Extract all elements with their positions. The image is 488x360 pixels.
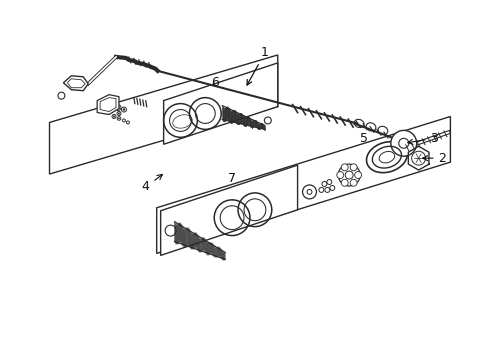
Polygon shape (97, 95, 119, 114)
Text: 7: 7 (227, 171, 236, 185)
Circle shape (390, 130, 416, 156)
Circle shape (109, 104, 113, 108)
Text: 3: 3 (407, 132, 438, 145)
Text: 2: 2 (422, 152, 446, 165)
Text: 5: 5 (359, 132, 367, 145)
Circle shape (341, 179, 347, 186)
Circle shape (341, 164, 347, 171)
Circle shape (118, 118, 120, 119)
Text: 1: 1 (246, 46, 268, 85)
Polygon shape (161, 165, 297, 255)
Circle shape (349, 179, 356, 186)
Circle shape (354, 172, 361, 179)
Polygon shape (63, 76, 88, 91)
Circle shape (116, 106, 119, 109)
Polygon shape (163, 63, 277, 144)
Ellipse shape (366, 142, 407, 173)
Polygon shape (49, 55, 277, 174)
Circle shape (302, 185, 316, 199)
Polygon shape (156, 117, 449, 253)
Circle shape (118, 113, 120, 114)
Text: 6: 6 (211, 76, 219, 89)
Text: 4: 4 (142, 175, 162, 193)
Circle shape (349, 164, 356, 171)
Circle shape (113, 116, 115, 117)
Circle shape (336, 172, 343, 179)
Circle shape (122, 109, 124, 111)
Circle shape (338, 164, 359, 186)
